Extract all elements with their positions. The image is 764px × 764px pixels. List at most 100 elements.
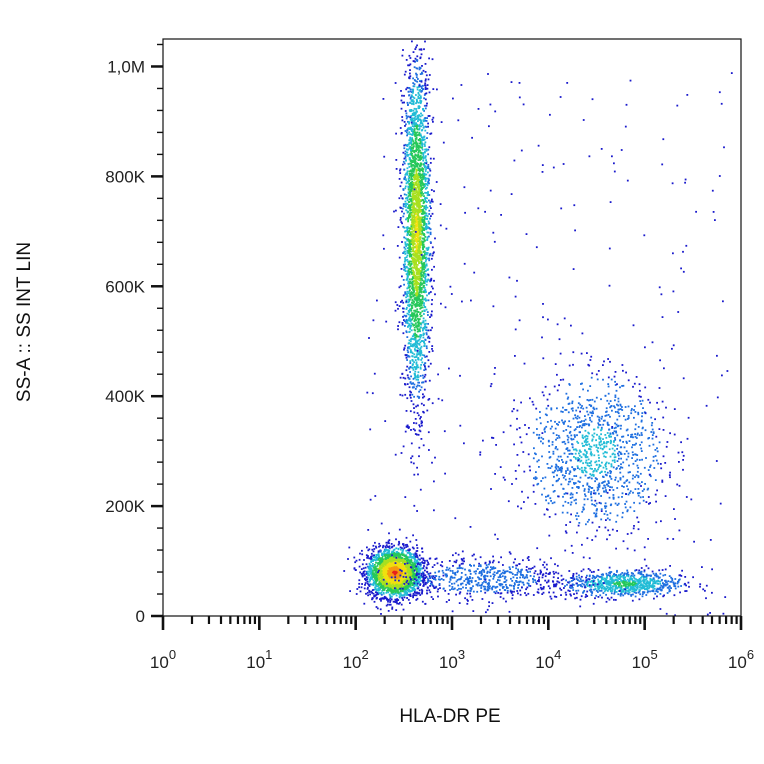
data-point [412,117,414,120]
data-point [412,568,415,571]
data-point [416,544,418,547]
data-point [412,302,415,305]
data-point [422,152,424,154]
data-point [370,561,373,563]
data-point [418,298,420,301]
data-point [423,304,425,306]
data-point [417,320,420,323]
data-point [392,551,394,553]
data-point [417,357,420,359]
data-point [401,586,403,589]
data-point [411,557,413,559]
data-point [406,567,408,569]
data-point [416,299,419,302]
data-point [375,568,377,571]
data-point [426,273,429,276]
data-point [410,559,413,561]
data-point [420,345,423,348]
data-point [408,170,411,173]
data-point [417,120,419,122]
data-point [437,373,439,376]
data-point [409,206,412,209]
data-point [423,136,426,138]
data-point [417,374,419,377]
data-point [415,94,417,96]
data-point [409,580,411,583]
data-point [420,223,422,226]
data-point [398,602,400,605]
data-point [412,428,415,431]
data-point [427,115,430,117]
data-point [367,570,369,573]
data-point [419,80,421,82]
data-point [430,215,432,217]
data-point [395,564,398,567]
data-point [381,586,384,589]
data-point [388,550,391,552]
data-point [386,565,389,567]
data-point [416,175,418,178]
data-point [410,172,412,175]
data-point [423,205,426,208]
data-point [390,567,393,569]
data-point [422,332,425,335]
data-point [358,582,361,585]
data-point [391,595,393,598]
data-point [414,561,416,564]
data-point [409,394,411,397]
data-point [420,438,423,440]
data-point [424,155,427,157]
data-point [371,570,374,573]
data-point [419,99,422,102]
data-point [424,63,427,65]
data-point [416,570,419,573]
data-point [409,142,412,144]
data-point [397,578,400,581]
data-point [413,218,416,221]
data-point [412,230,415,232]
data-point [413,320,416,322]
data-point [400,594,403,596]
data-point [414,239,417,242]
data-point [412,257,414,260]
data-point [404,200,407,203]
data-point [403,568,405,571]
data-point [401,116,404,118]
data-point [426,137,428,139]
data-point [401,119,404,122]
data-point [412,226,415,228]
data-point [404,585,406,587]
data-point [400,132,403,134]
data-point [426,201,428,203]
data-point [365,592,367,595]
data-point [427,335,430,338]
data-point [385,576,388,579]
data-point [420,163,422,166]
data-point [398,566,401,569]
data-point [425,270,427,272]
data-point [424,289,427,291]
data-point [423,395,426,398]
data-point [417,229,420,232]
data-point [414,226,417,229]
data-point [416,404,419,407]
data-point [375,570,378,572]
data-point [424,218,427,220]
data-point [434,237,436,240]
data-point [411,233,414,236]
data-point [390,591,393,594]
data-point [389,601,391,603]
data-point [423,287,426,289]
data-point [380,558,382,561]
data-point [425,223,428,225]
data-point [402,553,404,556]
data-point [426,186,428,189]
data-point [417,215,420,218]
data-point [413,262,416,265]
data-point [411,556,413,558]
data-point [423,265,426,268]
data-point [417,216,420,219]
data-point [394,574,397,576]
data-point [413,557,415,559]
data-point [370,571,372,574]
